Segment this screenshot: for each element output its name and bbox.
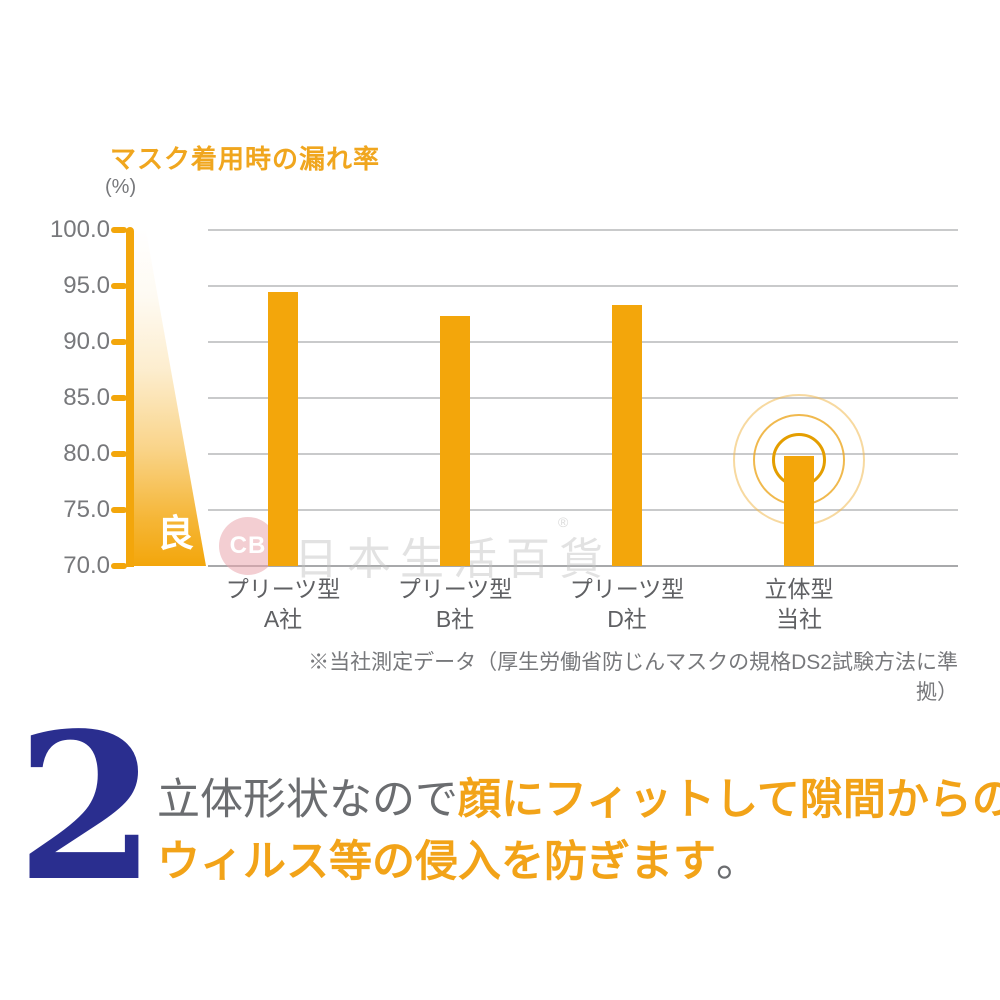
x-axis-label-line: A社 [263,606,303,632]
gridline [208,341,958,343]
x-axis-label-2: プリーツ型 B社 [365,574,545,634]
gridline [208,397,958,399]
y-axis-tick-label: 75.0 [63,496,110,523]
caption-line2-highlight: ウィルス等の侵入を防ぎます [157,838,716,886]
caption: 立体形状なので顔にフィットして隙間からの ウィルス等の侵入を防ぎます。 [157,769,1000,893]
bar-4 [784,456,814,566]
y-axis-line [126,227,134,567]
watermark-registered-icon: ® [558,514,569,530]
y-axis-tick-label: 95.0 [63,272,110,299]
y-axis-unit-label: (%) [105,176,137,198]
gridline [208,509,958,511]
x-axis-label-line: 立体型 [764,576,834,602]
x-axis-label-line: 当社 [776,606,822,632]
y-axis-tick-label: 85.0 [63,384,110,411]
x-axis-label-line: プリーツ型 [225,576,341,602]
y-axis-tick [111,283,127,289]
section-number: 2 [16,688,157,926]
y-axis-tick [111,507,127,513]
gridline [208,453,958,455]
bar-3 [612,305,642,566]
watermark-cb-badge: CB [219,517,277,575]
x-baseline [208,565,958,567]
x-axis-label-line: D社 [607,606,647,632]
y-axis-tick-label: 90.0 [63,328,110,355]
y-axis-tick [111,563,127,569]
x-axis-label-1: プリーツ型 A社 [193,574,373,634]
bar-2 [440,316,470,566]
gridline [208,229,958,231]
y-axis-tick-label: 80.0 [63,440,110,467]
y-axis-tick [111,451,127,457]
caption-line1-highlight: 顔にフィットして隙間からの [458,776,1000,824]
caption-line2-plain: 。 [716,838,759,886]
good-direction-label: 良 [157,513,194,554]
y-axis-tick [111,339,127,345]
y-axis-tick [111,227,127,233]
caption-line-2: ウィルス等の侵入を防ぎます。 [157,831,1000,893]
caption-line-1: 立体形状なので顔にフィットして隙間からの [157,769,1000,831]
x-axis-label-3: プリーツ型 D社 [537,574,717,634]
y-axis-tick-label: 100.0 [49,216,110,243]
bar-1 [268,291,298,566]
caption-line1-plain: 立体形状なので [157,776,458,824]
x-axis-label-line: プリーツ型 [397,576,513,602]
chart-title: マスク着用時の漏れ率 [110,144,381,174]
x-axis-label-4: 立体型 当社 [709,574,889,634]
y-axis-tick-label: 70.0 [63,552,110,579]
gridline [208,285,958,287]
chart-footnote: ※当社測定データ（厚生労働省防じんマスクの規格DS2試験方法に準拠） [308,651,958,704]
x-axis-label-line: プリーツ型 [569,576,685,602]
y-axis-tick [111,395,127,401]
x-axis-label-line: B社 [435,606,475,632]
